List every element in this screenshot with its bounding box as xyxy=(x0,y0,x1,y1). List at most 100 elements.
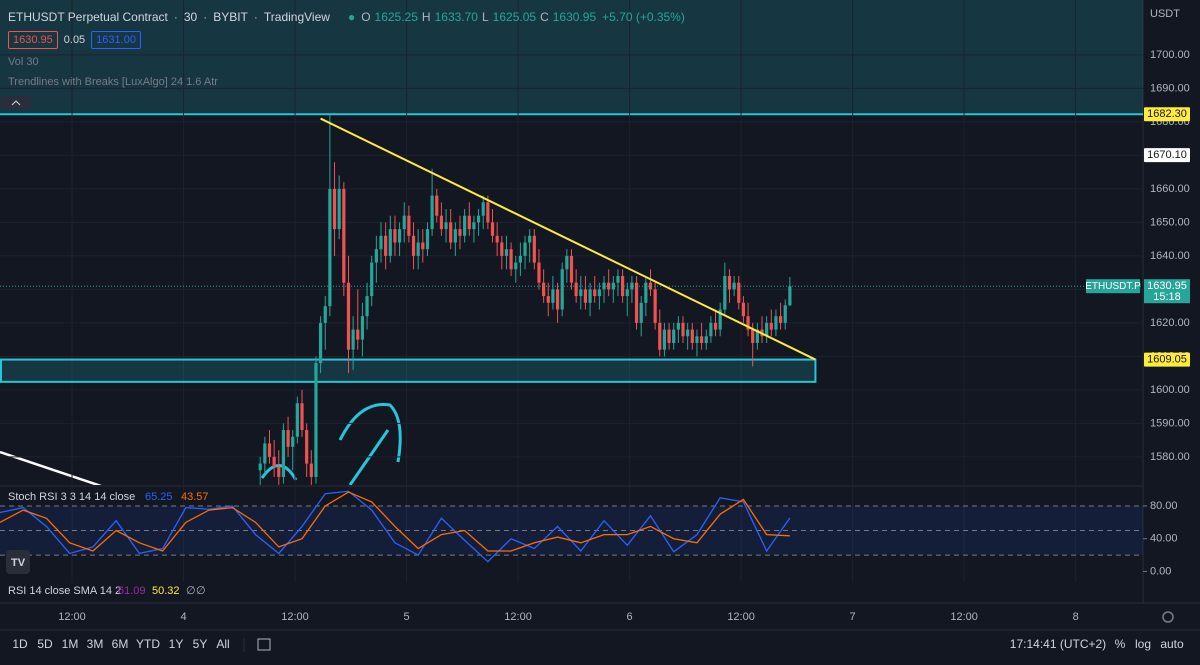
candle-body xyxy=(281,430,286,477)
ohlc-text: O xyxy=(361,10,371,24)
candle-body xyxy=(713,322,718,330)
stoch-value: 43.57 xyxy=(181,491,209,503)
symbol-header: ETHUSDT Perpetual Contract · 30 · BYBIT · T… xyxy=(8,10,685,24)
range-button[interactable]: YTD xyxy=(136,637,160,651)
sell-price[interactable]: 1630.95 xyxy=(8,31,58,49)
indicator-label[interactable]: Vol 30 xyxy=(8,56,39,68)
candle-body xyxy=(463,215,467,236)
candle-body xyxy=(328,188,332,307)
symbol-tag-bg xyxy=(1086,279,1140,294)
candle-body xyxy=(397,229,402,243)
candle-body xyxy=(528,235,532,243)
candle-body xyxy=(421,242,425,250)
scribble xyxy=(260,464,298,481)
rsi-value: ∅ xyxy=(196,585,206,597)
candle-body xyxy=(518,255,522,263)
trade-row: 1630.95 0.05 1631.00 xyxy=(8,31,141,49)
candle-body xyxy=(718,309,722,330)
y-tick-label: 1640.00 xyxy=(1150,250,1190,262)
rsi-value: 61.09 xyxy=(118,585,146,597)
candle-body xyxy=(751,329,755,343)
candle-body xyxy=(495,235,499,243)
date-range-icon[interactable] xyxy=(257,638,271,651)
candle-body xyxy=(258,463,262,471)
candle-body xyxy=(374,249,378,263)
symbol-tag: ETHUSDT.P xyxy=(1085,281,1141,292)
y-tick-label: 1590.00 xyxy=(1150,417,1190,429)
candle-body xyxy=(690,329,694,343)
candle-body xyxy=(774,316,778,330)
interval[interactable]: 30 xyxy=(183,10,198,24)
y-tick-label: 1600.00 xyxy=(1150,384,1190,396)
candle-body xyxy=(416,242,420,256)
range-button[interactable]: 3M xyxy=(87,637,104,651)
candle-body xyxy=(365,296,369,317)
range-button[interactable]: 1M xyxy=(62,637,79,651)
candle-body xyxy=(732,282,736,290)
candle-body xyxy=(467,215,471,230)
candle-body xyxy=(490,222,495,236)
range-button[interactable]: 1D xyxy=(12,637,28,651)
candle-body xyxy=(323,306,327,323)
symbol[interactable]: ETHUSDT Perpetual Contract xyxy=(8,10,168,24)
range-button[interactable]: 5Y xyxy=(193,637,208,651)
candle-body xyxy=(272,456,276,467)
indicator-label[interactable]: Trendlines with Breaks [LuxAlgo] 24 1.6 … xyxy=(8,76,218,88)
candle-body xyxy=(453,229,457,243)
candle-body xyxy=(351,329,355,350)
candle-body xyxy=(597,289,601,297)
stoch-tick-label: 0.00 xyxy=(1150,565,1171,577)
range-button[interactable]: 5D xyxy=(37,637,53,651)
exchange: BYBIT xyxy=(213,10,248,24)
rsi-title: RSI 14 close SMA 14 2 xyxy=(8,585,121,597)
main-pane xyxy=(0,0,1143,485)
settings-icon[interactable] xyxy=(1162,611,1174,623)
candle-body xyxy=(342,188,346,283)
range-button[interactable]: 1Y xyxy=(169,637,184,651)
candle-body xyxy=(602,282,606,290)
range-button[interactable]: 6M xyxy=(112,637,129,651)
y-tick-label: 1620.00 xyxy=(1150,317,1190,329)
candle-body xyxy=(318,322,323,364)
candle-body xyxy=(560,269,564,310)
buy-price[interactable]: 1631.00 xyxy=(91,31,141,49)
candle-body xyxy=(407,215,411,236)
scale-option[interactable]: log xyxy=(1135,637,1151,651)
candle-body xyxy=(662,329,667,350)
candle-body xyxy=(411,235,416,256)
candle-body xyxy=(332,188,337,230)
candle-body xyxy=(755,329,759,343)
last-price-tag-bg xyxy=(1144,279,1190,304)
candle-body xyxy=(449,222,453,243)
candle-body xyxy=(393,229,397,243)
scale-option[interactable]: auto xyxy=(1160,637,1184,651)
x-tick-label: 5 xyxy=(403,611,409,623)
candle-body xyxy=(286,430,290,447)
candle-body xyxy=(537,262,541,283)
candle-body xyxy=(621,275,625,297)
candle-body xyxy=(481,202,485,216)
ohlc-text: C xyxy=(540,10,549,24)
stoch-pane xyxy=(0,487,1143,582)
y-tick-label: 1700.00 xyxy=(1150,49,1190,61)
candle-body xyxy=(486,202,490,223)
candle-body xyxy=(579,289,583,297)
candle-body xyxy=(704,336,708,343)
x-tick-label: 7 xyxy=(850,611,856,623)
candle-body xyxy=(616,275,620,283)
ohlc-text: L xyxy=(481,10,489,24)
logo[interactable] xyxy=(6,550,30,574)
y-tick-label: 1580.00 xyxy=(1150,451,1190,463)
collapse-button[interactable] xyxy=(1,96,31,109)
x-tick-label: 8 xyxy=(1073,611,1079,623)
scribble xyxy=(338,402,402,485)
range-button[interactable]: All xyxy=(216,637,229,651)
candle-body xyxy=(741,302,746,317)
candle-body xyxy=(672,329,676,343)
candle-body xyxy=(346,282,351,350)
candle-body xyxy=(565,255,569,270)
candle-body xyxy=(300,403,304,431)
candle-body xyxy=(699,336,704,343)
stoch-line xyxy=(0,490,791,563)
scale-option[interactable]: % xyxy=(1115,637,1126,651)
